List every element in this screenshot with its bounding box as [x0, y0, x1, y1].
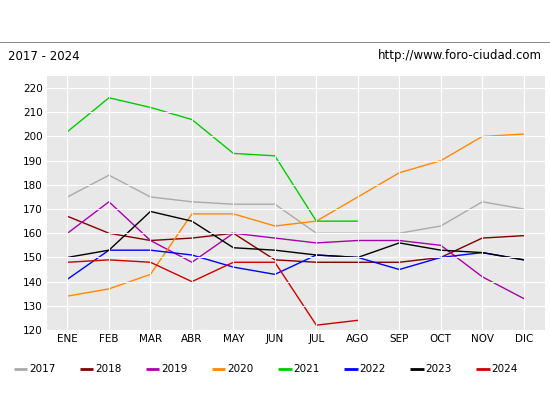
Text: 2017 - 2024: 2017 - 2024	[8, 50, 80, 62]
Text: 2023: 2023	[426, 364, 452, 374]
Text: http://www.foro-ciudad.com: http://www.foro-ciudad.com	[378, 50, 542, 62]
Text: Evolucion del paro registrado en Mondéjar: Evolucion del paro registrado en Mondéja…	[113, 13, 437, 29]
Text: 2019: 2019	[162, 364, 188, 374]
Text: 2017: 2017	[29, 364, 56, 374]
Text: 2024: 2024	[492, 364, 518, 374]
Text: 2021: 2021	[294, 364, 320, 374]
Text: 2018: 2018	[95, 364, 122, 374]
Text: 2022: 2022	[360, 364, 386, 374]
Text: 2020: 2020	[228, 364, 254, 374]
